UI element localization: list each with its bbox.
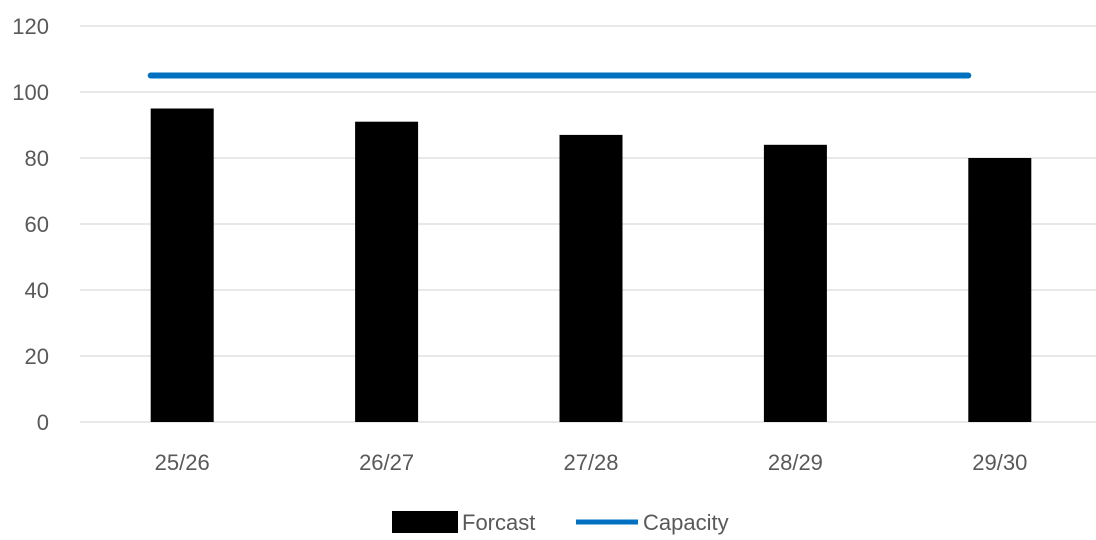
legend-label-forcast: Forcast <box>462 510 535 535</box>
y-tick-label: 40 <box>25 278 49 303</box>
y-axis-tick-labels: 0 20 40 60 80 100 120 <box>12 14 49 435</box>
y-tick-label: 60 <box>25 212 49 237</box>
y-tick-label: 100 <box>12 80 49 105</box>
x-tick-label: 27/28 <box>563 450 618 475</box>
y-tick-label: 0 <box>37 410 49 435</box>
legend: Forcast Capacity <box>392 510 729 535</box>
bar-forcast <box>559 134 623 422</box>
x-axis-tick-labels: 25/26 26/27 27/28 28/29 29/30 <box>155 450 1028 475</box>
x-tick-label: 29/30 <box>972 450 1027 475</box>
x-tick-label: 25/26 <box>155 450 210 475</box>
x-tick-label: 28/29 <box>768 450 823 475</box>
bar-forcast <box>968 158 1032 422</box>
bar-forcast <box>763 144 827 423</box>
bars-forcast <box>150 108 1032 423</box>
bar-forcast <box>150 108 214 422</box>
y-tick-label: 120 <box>12 14 49 39</box>
x-tick-label: 26/27 <box>359 450 414 475</box>
bar-forcast <box>355 121 419 422</box>
y-tick-label: 20 <box>25 344 49 369</box>
y-tick-label: 80 <box>25 146 49 171</box>
legend-swatch-forcast <box>392 511 458 533</box>
legend-label-capacity: Capacity <box>643 510 729 535</box>
